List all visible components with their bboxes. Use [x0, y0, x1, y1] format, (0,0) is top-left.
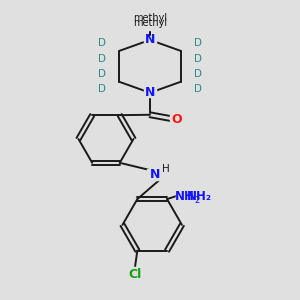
FancyBboxPatch shape: [192, 54, 205, 64]
FancyBboxPatch shape: [147, 169, 164, 180]
Text: D: D: [98, 85, 106, 94]
FancyBboxPatch shape: [192, 70, 205, 80]
FancyBboxPatch shape: [176, 191, 202, 203]
Text: D: D: [98, 54, 106, 64]
FancyBboxPatch shape: [139, 19, 161, 30]
Text: N: N: [145, 86, 155, 99]
Text: NH₂: NH₂: [187, 190, 212, 203]
Text: D: D: [194, 69, 202, 79]
Text: D: D: [98, 69, 106, 79]
Text: 2: 2: [194, 196, 200, 205]
Text: H: H: [161, 164, 169, 174]
Text: D: D: [194, 85, 202, 94]
Text: D: D: [98, 38, 106, 48]
Text: D: D: [194, 54, 202, 64]
FancyBboxPatch shape: [192, 85, 205, 95]
FancyBboxPatch shape: [95, 39, 108, 49]
FancyBboxPatch shape: [95, 85, 108, 95]
Text: methyl: methyl: [133, 13, 167, 23]
Text: NH: NH: [175, 190, 195, 203]
Text: O: O: [171, 113, 182, 126]
FancyBboxPatch shape: [192, 39, 205, 49]
FancyBboxPatch shape: [145, 88, 155, 97]
FancyBboxPatch shape: [170, 114, 182, 124]
Text: N: N: [150, 168, 161, 181]
FancyBboxPatch shape: [145, 35, 155, 44]
Text: D: D: [194, 38, 202, 48]
FancyBboxPatch shape: [95, 70, 108, 80]
FancyBboxPatch shape: [141, 20, 159, 29]
Text: Cl: Cl: [128, 268, 142, 281]
Text: N: N: [145, 33, 155, 46]
Text: methyl: methyl: [133, 18, 167, 28]
FancyBboxPatch shape: [95, 54, 108, 64]
FancyBboxPatch shape: [126, 270, 146, 281]
